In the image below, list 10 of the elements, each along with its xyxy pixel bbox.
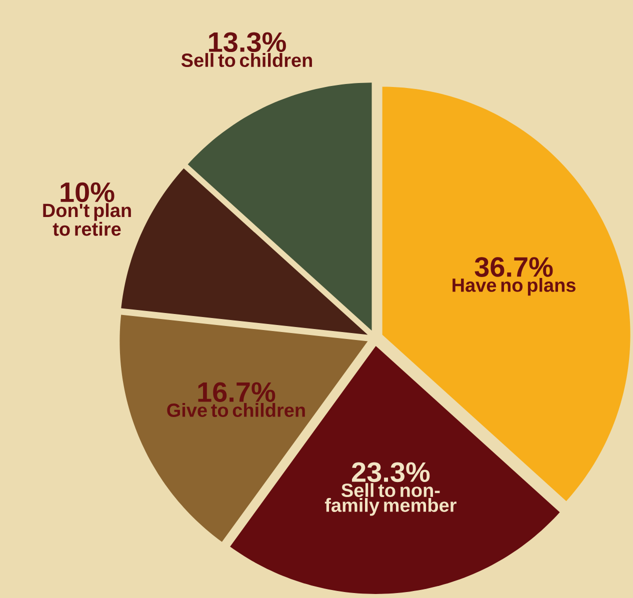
- slice-label: Sell to non-family member: [324, 483, 456, 516]
- data-label: 10%: [60, 182, 114, 202]
- slice-label: Sell to children: [181, 53, 312, 68]
- slice-label: Don't plan to retire: [43, 203, 131, 236]
- slice-label: Have no plans: [452, 278, 576, 296]
- data-label: 36.7%: [474, 257, 553, 277]
- data-label: 16.7%: [198, 382, 276, 402]
- slice-label: Give to children: [167, 403, 305, 417]
- data-label: 23.3%: [352, 462, 430, 482]
- data-label: 13.3%: [209, 32, 286, 52]
